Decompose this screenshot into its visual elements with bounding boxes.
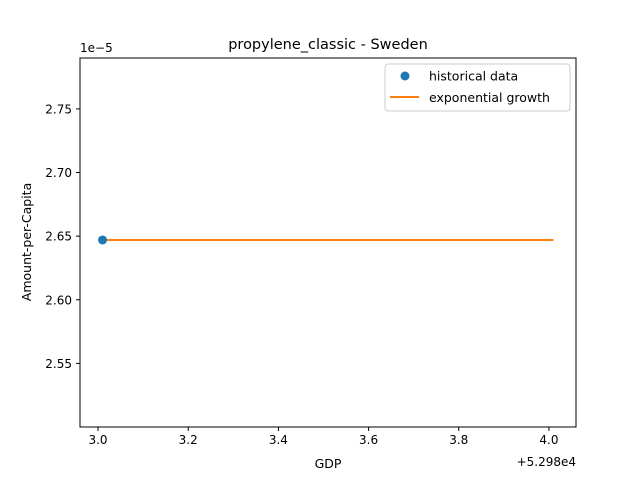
y-tick-label: 2.75 (45, 102, 72, 116)
x-tick-label: 3.2 (179, 433, 198, 447)
x-axis: 3.0 3.2 3.4 3.6 3.8 4.0 (88, 427, 558, 447)
legend-marker-historical (400, 71, 410, 81)
legend-label-historical: historical data (429, 69, 518, 84)
y-tick-label: 2.55 (45, 357, 72, 371)
legend-label-exponential: exponential growth (429, 90, 550, 105)
x-tick-label: 3.0 (88, 433, 107, 447)
series-layer (98, 235, 554, 245)
x-offset-label: +5.298e4 (517, 455, 576, 469)
x-tick-label: 4.0 (539, 433, 558, 447)
x-tick-label: 3.6 (359, 433, 378, 447)
x-tick-label: 3.4 (269, 433, 288, 447)
x-axis-label: GDP (315, 456, 342, 471)
y-tick-label: 2.60 (45, 293, 72, 307)
data-point-historical-data (98, 235, 108, 245)
legend: historical data exponential growth (384, 63, 571, 112)
y-axis: 2.55 2.60 2.65 2.70 2.75 (45, 102, 80, 371)
y-scale-label: 1e−5 (80, 41, 113, 55)
y-tick-label: 2.70 (45, 166, 72, 180)
plot-area (79, 57, 577, 428)
y-tick-label: 2.65 (45, 230, 72, 244)
y-axis-label: Amount-per-Capita (19, 183, 34, 301)
x-tick-label: 3.8 (449, 433, 468, 447)
plot-frame (79, 57, 577, 428)
legend-box (384, 63, 571, 112)
chart-title: propylene_classic - Sweden (228, 37, 428, 53)
